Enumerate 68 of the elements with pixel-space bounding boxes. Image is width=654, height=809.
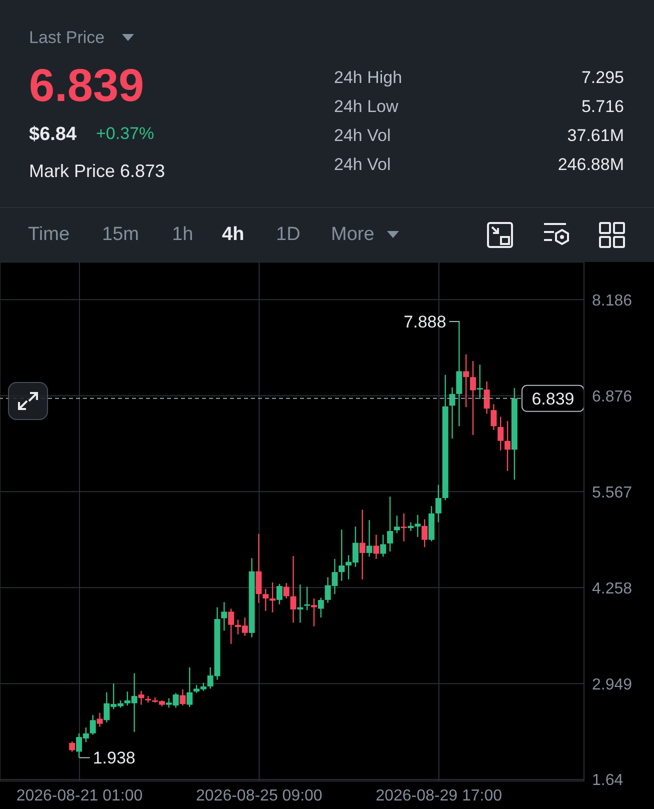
candlestick [270,582,276,613]
text: Last Price [29,28,105,48]
y-tick-label: 8.186 [592,292,632,310]
candlestick [359,509,366,580]
text: 1D [276,224,300,247]
candlestick [373,534,380,560]
x-tick-label: 2026-08-25 09:00 [196,787,322,804]
y-tick-label: 1.64 [592,772,624,790]
y-tick-label: 6.876 [592,388,632,406]
candlestick [394,515,400,534]
candlestick [96,712,103,728]
text: 24h Vol [334,155,391,176]
text: More [331,224,374,247]
candlestick [69,740,76,752]
candlestick [228,608,234,645]
candlestick [90,714,96,736]
y-tick-label: 5.567 [592,484,632,502]
candlestick [449,386,456,440]
annotation: 7.888 [404,312,446,332]
candlestick [490,404,497,430]
candlestick [318,597,324,618]
candlestick [387,496,394,552]
candlestick [476,364,483,400]
candlestick [297,584,304,624]
candlestick [276,583,282,605]
candlestick [221,602,228,632]
y-tick-label: 4.258 [592,580,632,598]
text: 4h [222,224,244,247]
text: 24h Vol [334,126,391,146]
candlestick [498,416,504,451]
candlestick [484,380,490,414]
text: +0.37% [96,124,154,144]
candlestick [422,518,428,548]
text: 24h High [334,68,402,88]
y-tick-label: 2.949 [592,676,632,694]
text: 1h [172,224,194,247]
text: 246.88M [558,155,624,176]
candlestick [283,582,290,600]
x-tick-label: 2026-08-21 01:00 [16,787,143,804]
text: 15m [102,224,139,247]
candlestick [138,690,144,706]
text: Mark Price 6.873 [29,161,166,183]
candlestick [338,528,345,582]
candlestick [470,360,476,436]
candlestick [463,354,470,408]
text: Time [28,224,70,247]
candlestick [186,666,193,708]
candlestick [290,555,296,624]
candlestick [180,688,186,706]
candlestick [400,512,407,542]
text: 6.839 [29,58,144,113]
candlestick [456,320,462,427]
text: 5.716 [581,97,624,118]
candlestick [504,420,511,472]
candlestick [262,588,269,612]
text: 24h Low [334,97,398,118]
candlestick [366,519,372,558]
text: 7.295 [581,68,624,88]
candlestick [380,534,386,558]
candlestick [256,533,262,604]
text: $6.84 [29,124,77,147]
candlestick [435,484,442,523]
annotation: 1.938 [92,748,136,768]
ref-line-label: 6.839 [532,389,574,408]
candlestick [311,598,318,627]
x-tick-label: 2026-08-29 17:00 [376,787,502,804]
text: 37.61M [567,126,624,146]
candlestick [304,586,310,611]
